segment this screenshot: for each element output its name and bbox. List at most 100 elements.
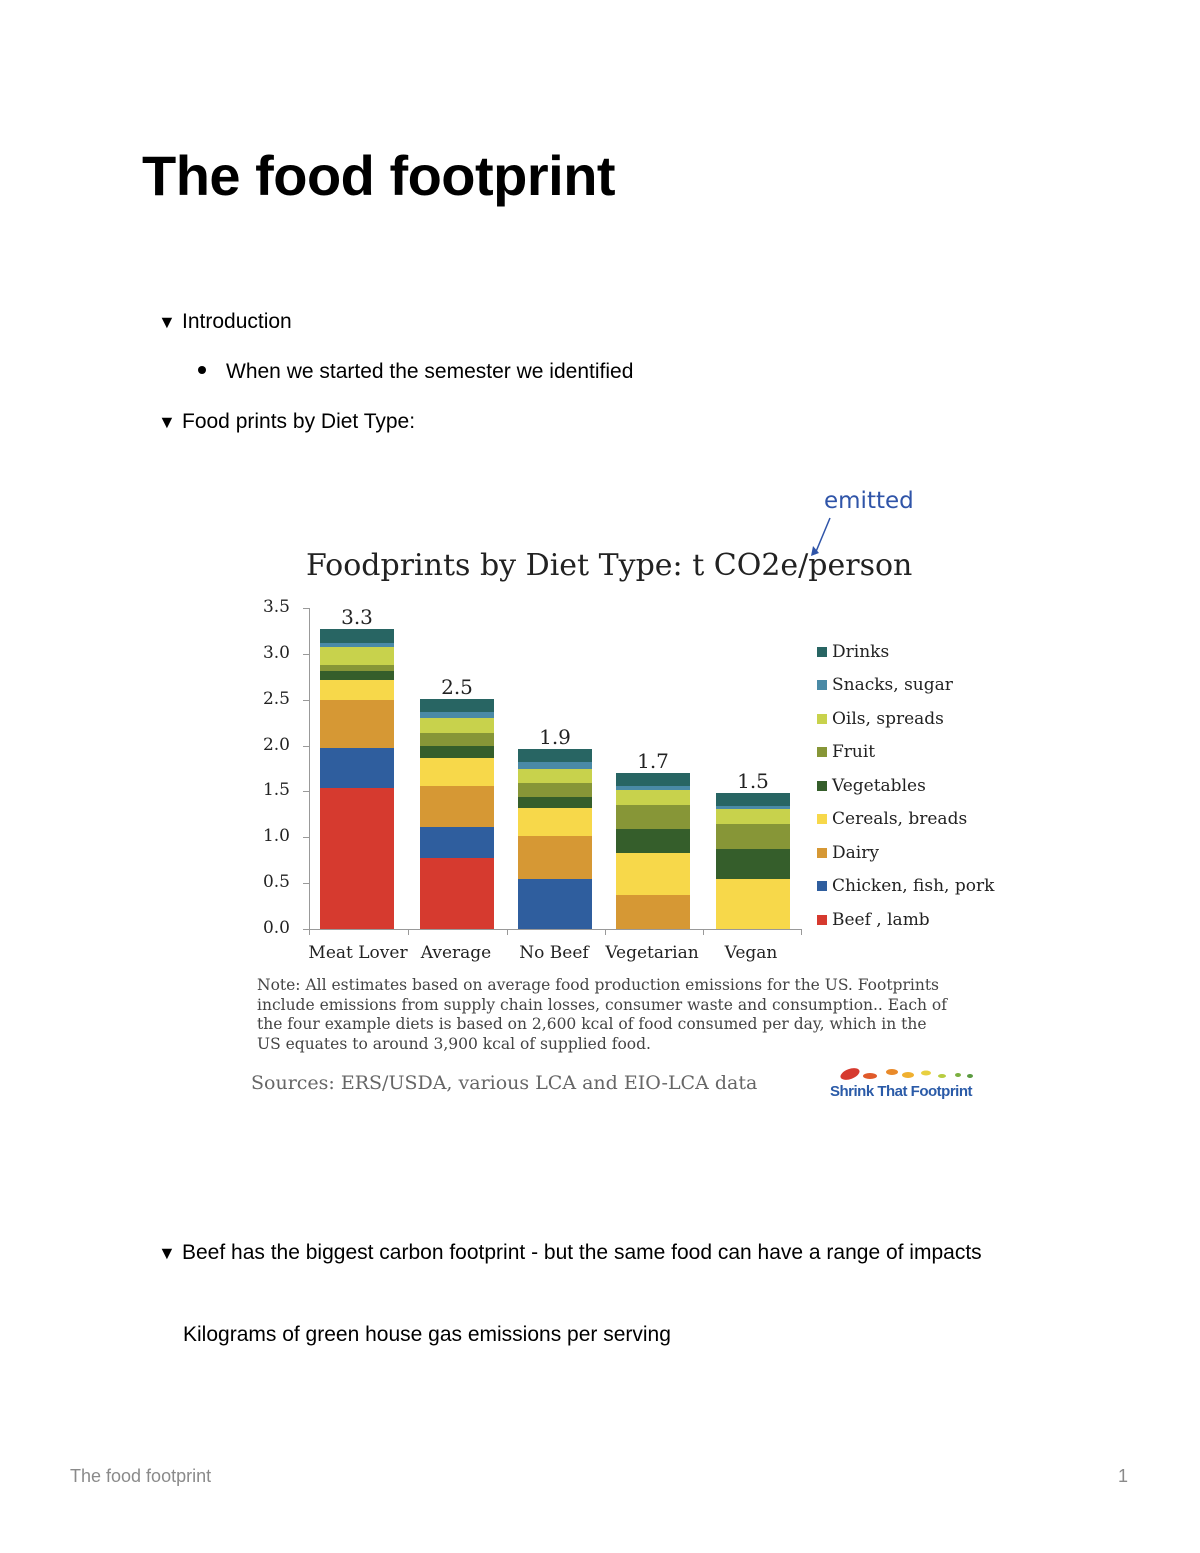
y-tick-label: 2.0 xyxy=(262,734,290,755)
y-tick-mark xyxy=(303,791,309,793)
y-tick-label: 0.0 xyxy=(262,918,290,938)
chart-annotation: emitted xyxy=(824,488,914,514)
bar-total-label: 1.7 xyxy=(637,749,669,774)
bar-segment xyxy=(716,878,790,929)
x-tick-label: Meat Lover xyxy=(308,943,408,963)
legend-item: Oils, spreads xyxy=(817,702,994,736)
logo-text: Shrink That Footprint xyxy=(830,1083,972,1100)
bar-segment xyxy=(420,757,494,786)
bar-segment xyxy=(320,642,394,647)
legend-item: Beef , lamb xyxy=(817,903,994,937)
bar-segment xyxy=(716,808,790,824)
x-tick-mark xyxy=(408,929,409,935)
legend-item: Chicken, fish, pork xyxy=(817,870,994,904)
legend-label: Dairy xyxy=(832,842,879,863)
bar-segment xyxy=(420,718,494,733)
bar-segment xyxy=(320,787,394,929)
bar-segment xyxy=(518,796,592,808)
chart-note: Note: All estimates based on average foo… xyxy=(257,976,947,1053)
x-tick-label: No Beef xyxy=(519,943,589,963)
y-tick-mark xyxy=(303,699,309,701)
x-tick-label: Vegan xyxy=(724,943,778,963)
bar-segment xyxy=(518,762,592,769)
x-tick-mark xyxy=(507,929,508,935)
shrink-that-footprint-logo: Shrink That Footprint xyxy=(830,1060,980,1100)
bar-segment xyxy=(320,679,394,700)
legend-label: Oils, spreads xyxy=(832,708,944,729)
bar-segment xyxy=(716,806,790,809)
toggle-introduction[interactable]: ▼ Introduction xyxy=(158,310,292,334)
legend-swatch xyxy=(817,814,827,825)
bar-segment xyxy=(320,699,394,749)
triangle-down-icon[interactable]: ▼ xyxy=(158,412,176,432)
legend-label: Beef , lamb xyxy=(832,909,930,930)
triangle-down-icon[interactable]: ▼ xyxy=(158,312,176,332)
bar-vegan xyxy=(716,793,790,929)
bar-segment xyxy=(320,629,394,643)
bar-segment xyxy=(518,836,592,879)
legend-label: Chicken, fish, pork xyxy=(832,876,995,897)
legend-item: Vegetables xyxy=(817,769,994,803)
y-tick-label: 2.5 xyxy=(262,688,290,709)
legend-swatch xyxy=(817,747,827,758)
triangle-down-icon[interactable]: ▼ xyxy=(158,1243,176,1263)
y-tick-label: 3.5 xyxy=(262,597,290,618)
bar-no-beef xyxy=(518,749,592,929)
legend-swatch xyxy=(817,713,827,724)
legend-item: Dairy xyxy=(817,836,994,870)
footprints-icon xyxy=(840,1068,973,1080)
x-tick-mark xyxy=(801,929,802,935)
bar-segment xyxy=(518,749,592,763)
legend-label: Snacks, sugar xyxy=(832,675,953,696)
bar-total-label: 1.5 xyxy=(737,769,769,794)
y-tick-label: 1.0 xyxy=(262,826,290,847)
chart-sources: Sources: ERS/USDA, various LCA and EIO-L… xyxy=(251,1072,758,1094)
x-tick-label: Vegetarian xyxy=(605,943,699,963)
y-tick-label: 3.0 xyxy=(262,642,290,663)
x-tick-mark xyxy=(309,929,310,935)
toggle-beef[interactable]: ▼ Beef has the biggest carbon footprint -… xyxy=(158,1235,1018,1271)
legend-item: Drinks xyxy=(817,635,994,669)
bar-total-label: 3.3 xyxy=(341,605,373,630)
bar-segment xyxy=(716,849,790,879)
bar-segment xyxy=(616,786,690,790)
y-tick-label: 0.5 xyxy=(262,872,290,893)
annotation-arrow-icon xyxy=(811,517,831,556)
subtext: Kilograms of green house gas emissions p… xyxy=(183,1323,671,1346)
bar-segment xyxy=(616,895,690,929)
legend-swatch xyxy=(817,847,827,858)
list-item: When we started the semester we identifi… xyxy=(198,360,633,384)
bar-segment xyxy=(716,823,790,850)
bar-segment xyxy=(420,711,494,719)
bar-segment xyxy=(320,748,394,788)
y-tick-mark xyxy=(303,929,309,930)
bar-meat-lover xyxy=(320,629,394,929)
page-number: 1 xyxy=(1118,1466,1129,1486)
legend-swatch xyxy=(817,646,827,657)
x-axis xyxy=(309,929,801,930)
y-tick-mark xyxy=(303,883,309,885)
bar-segment xyxy=(420,858,494,929)
bar-segment xyxy=(616,852,690,896)
legend-label: Fruit xyxy=(832,742,876,763)
page-title: The food footprint xyxy=(142,144,616,207)
bar-total-label: 1.9 xyxy=(539,725,571,750)
legend-swatch xyxy=(817,780,827,791)
legend-swatch xyxy=(817,914,827,925)
y-axis xyxy=(309,608,310,930)
bar-average xyxy=(420,698,494,929)
chart-legend: Drinks Snacks, sugar Oils, spreads Fruit Veg… xyxy=(817,635,994,937)
bar-segment xyxy=(420,785,494,828)
bar-segment xyxy=(518,807,592,837)
y-tick-mark xyxy=(303,745,309,747)
toggle-label: Introduction xyxy=(182,310,292,333)
bar-segment xyxy=(518,878,592,929)
x-tick-label: Average xyxy=(420,943,492,963)
bar-segment xyxy=(420,745,494,758)
x-tick-mark xyxy=(605,929,606,935)
bar-segment xyxy=(616,789,690,806)
bar-segment xyxy=(420,827,494,859)
list-item-text: When we started the semester we identifi… xyxy=(226,360,634,383)
bar-segment xyxy=(716,793,790,807)
toggle-foodprints[interactable]: ▼ Food prints by Diet Type: xyxy=(158,410,415,434)
